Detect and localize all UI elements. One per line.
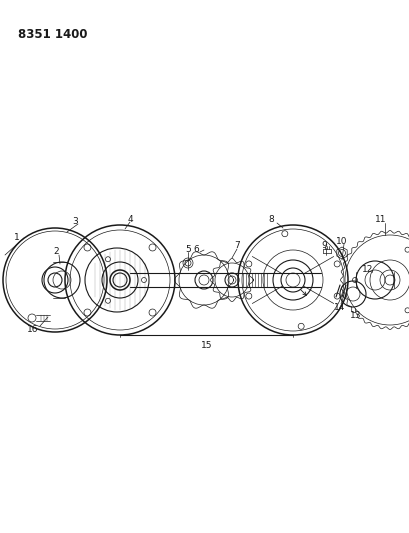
Text: 9: 9 <box>320 241 326 251</box>
Text: 3: 3 <box>72 216 78 225</box>
Text: 12: 12 <box>362 265 373 274</box>
Text: 16: 16 <box>27 326 39 335</box>
Text: 8351 1400: 8351 1400 <box>18 28 87 41</box>
Text: 13: 13 <box>349 311 361 319</box>
Text: 4: 4 <box>127 214 133 223</box>
Text: 7: 7 <box>234 241 239 251</box>
Text: 10: 10 <box>335 237 347 246</box>
Text: 2: 2 <box>53 247 58 256</box>
Text: 5: 5 <box>185 245 191 254</box>
Text: 8: 8 <box>267 215 273 224</box>
Text: 14: 14 <box>333 303 345 311</box>
Text: 15: 15 <box>200 341 212 350</box>
Text: 11: 11 <box>374 215 386 224</box>
Text: 1: 1 <box>14 232 20 241</box>
Text: 6: 6 <box>193 245 198 254</box>
